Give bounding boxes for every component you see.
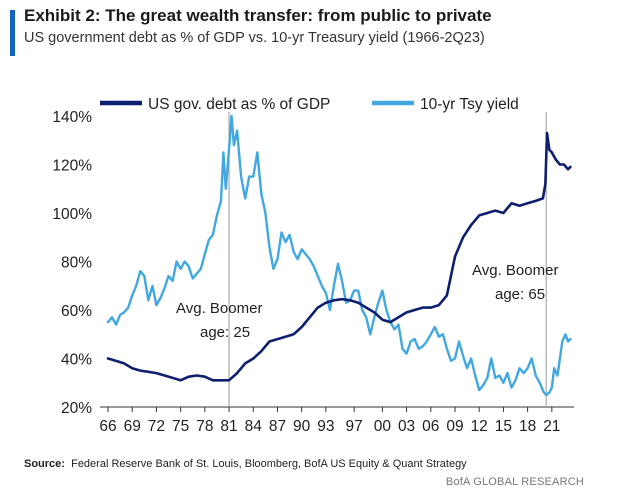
x-tick-label: 97: [345, 418, 362, 435]
y-tick-label: 140%: [52, 109, 92, 126]
x-tick-label: 75: [172, 418, 189, 435]
annotation-boomer-65-line2: age: 65: [495, 286, 545, 303]
x-tick-label: 06: [422, 418, 439, 435]
series-line-yield: [106, 114, 572, 397]
legend-label-debt: US gov. debt as % of GDP: [148, 96, 330, 113]
legend-label-yield: 10-yr Tsy yield: [420, 96, 519, 113]
x-tick-label: 87: [269, 418, 286, 435]
y-tick-label: 40%: [61, 352, 92, 369]
annotation-boomer-25-line1: Avg. Boomer: [176, 300, 262, 317]
series-lines: [106, 114, 572, 397]
x-tick-label: 00: [374, 418, 392, 435]
chart-canvas: US gov. debt as % of GDP 10-yr Tsy yield…: [52, 96, 574, 435]
annotation-boomer-65-line1: Avg. Boomer: [472, 262, 558, 279]
x-tick-label: 93: [317, 418, 334, 435]
x-tick-label: 69: [124, 418, 141, 435]
chart-title: Exhibit 2: The great wealth transfer: fr…: [24, 6, 492, 25]
source-text: Federal Reserve Bank of St. Louis, Bloom…: [71, 458, 467, 470]
x-tick-label: 66: [99, 418, 116, 435]
x-tick-label: 09: [446, 418, 463, 435]
x-tick-label: 18: [519, 418, 536, 435]
x-tick-label: 84: [245, 418, 263, 435]
y-tick-label: 60%: [61, 303, 92, 320]
chart-subtitle: US government debt as % of GDP vs. 10-yr…: [24, 30, 485, 46]
annotations: Avg. Boomer age: 25 Avg. Boomer age: 65: [176, 262, 558, 341]
x-tick-label: 03: [398, 418, 415, 435]
x-tick-label: 90: [293, 418, 311, 435]
y-tick-label: 80%: [61, 255, 92, 272]
accent-bar: [10, 10, 15, 56]
x-tick-label: 15: [495, 418, 512, 435]
y-tick-label: 20%: [61, 400, 92, 417]
x-tick-label: 81: [220, 418, 237, 435]
source-note: Source: Federal Reserve Bank of St. Loui…: [24, 458, 467, 470]
series-line-debt: [106, 131, 572, 382]
x-axis: 66 69 72 75 78 81 84 87 90 93 97 00 03 06 09 12 15 18 21: [99, 406, 574, 435]
x-tick-label: 72: [148, 418, 165, 435]
x-tick-label: 78: [196, 418, 213, 435]
annotation-boomer-25-line2: age: 25: [200, 324, 250, 341]
x-tick-label: 21: [543, 418, 560, 435]
source-label: Source:: [24, 458, 65, 470]
brand-footer: BofA GLOBAL RESEARCH: [445, 476, 584, 488]
legend: US gov. debt as % of GDP 10-yr Tsy yield: [100, 96, 519, 113]
y-tick-label: 120%: [52, 158, 92, 175]
y-tick-label: 100%: [52, 206, 92, 223]
y-axis: 20% 40% 60% 80% 100% 120% 140%: [52, 109, 92, 417]
x-tick-label: 12: [471, 418, 488, 435]
